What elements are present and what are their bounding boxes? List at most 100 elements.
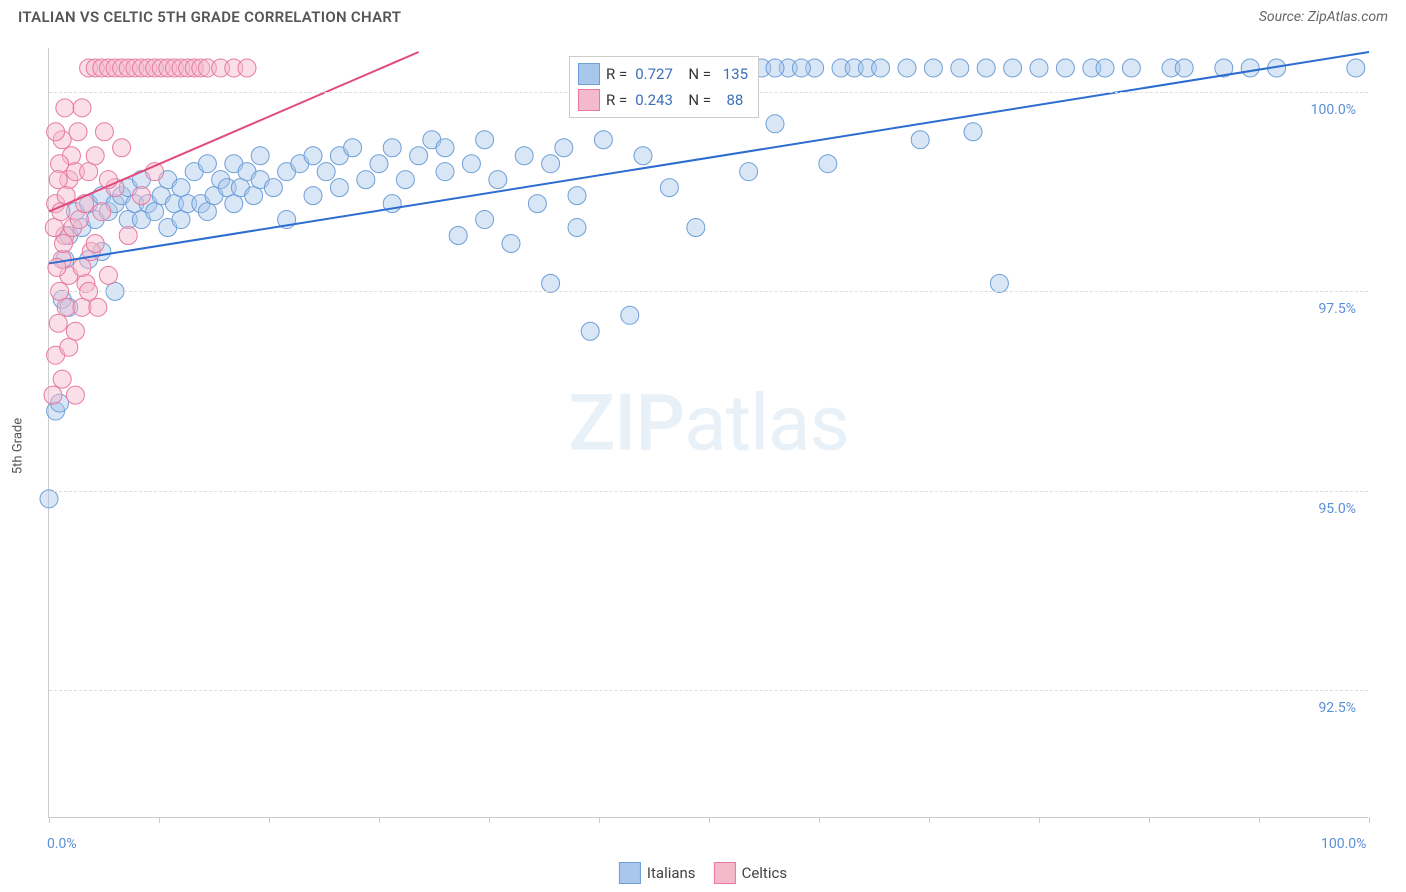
data-point[interactable] — [872, 59, 890, 77]
data-point[interactable] — [198, 155, 216, 173]
data-point[interactable] — [436, 163, 454, 181]
data-point[interactable] — [502, 234, 520, 252]
data-point[interactable] — [581, 322, 599, 340]
data-point[interactable] — [245, 187, 263, 205]
data-point[interactable] — [990, 274, 1008, 292]
data-point[interactable] — [73, 258, 91, 276]
data-point[interactable] — [47, 123, 65, 141]
data-point[interactable] — [515, 147, 533, 165]
data-point[interactable] — [238, 59, 256, 77]
data-point[interactable] — [93, 203, 111, 221]
data-point[interactable] — [304, 147, 322, 165]
data-point[interactable] — [1347, 59, 1365, 77]
data-point[interactable] — [687, 219, 705, 237]
legend-item-italians[interactable]: Italians — [619, 862, 696, 884]
data-point[interactable] — [792, 59, 810, 77]
data-point[interactable] — [73, 298, 91, 316]
x-tick — [379, 817, 380, 823]
data-point[interactable] — [819, 155, 837, 173]
y-axis-label: 5th Grade — [11, 418, 26, 474]
data-point[interactable] — [330, 179, 348, 197]
data-point[interactable] — [911, 131, 929, 149]
data-point[interactable] — [1096, 59, 1114, 77]
data-point[interactable] — [132, 187, 150, 205]
chart-source: Source: ZipAtlas.com — [1259, 9, 1388, 25]
data-point[interactable] — [45, 219, 63, 237]
data-point[interactable] — [113, 139, 131, 157]
data-point[interactable] — [172, 179, 190, 197]
data-point[interactable] — [73, 99, 91, 117]
data-point[interactable] — [410, 147, 428, 165]
data-point[interactable] — [924, 59, 942, 77]
data-point[interactable] — [568, 187, 586, 205]
data-point[interactable] — [146, 203, 164, 221]
data-point[interactable] — [660, 179, 678, 197]
data-point[interactable] — [53, 370, 71, 388]
data-point[interactable] — [44, 386, 62, 404]
data-point[interactable] — [55, 234, 73, 252]
data-point[interactable] — [594, 131, 612, 149]
data-point[interactable] — [304, 187, 322, 205]
data-point[interactable] — [86, 147, 104, 165]
data-point[interactable] — [60, 338, 78, 356]
data-point[interactable] — [1004, 59, 1022, 77]
r-value: 0.727 — [635, 65, 673, 83]
data-point[interactable] — [69, 123, 87, 141]
data-point[interactable] — [964, 123, 982, 141]
data-point[interactable] — [489, 171, 507, 189]
data-point[interactable] — [172, 211, 190, 229]
data-point[interactable] — [357, 171, 375, 189]
data-point[interactable] — [542, 155, 560, 173]
data-point[interactable] — [740, 163, 758, 181]
data-point[interactable] — [977, 59, 995, 77]
data-point[interactable] — [621, 306, 639, 324]
data-point[interactable] — [436, 139, 454, 157]
data-point[interactable] — [66, 322, 84, 340]
data-point[interactable] — [528, 195, 546, 213]
data-point[interactable] — [1241, 59, 1259, 77]
data-point[interactable] — [317, 163, 335, 181]
data-point[interactable] — [476, 211, 494, 229]
data-point[interactable] — [95, 123, 113, 141]
data-point[interactable] — [344, 139, 362, 157]
data-point[interactable] — [1056, 59, 1074, 77]
data-point[interactable] — [80, 163, 98, 181]
data-point[interactable] — [86, 234, 104, 252]
data-point[interactable] — [225, 195, 243, 213]
data-point[interactable] — [555, 139, 573, 157]
data-point[interactable] — [383, 139, 401, 157]
legend-item-celtics[interactable]: Celtics — [714, 862, 788, 884]
data-point[interactable] — [99, 266, 117, 284]
data-point[interactable] — [766, 115, 784, 133]
data-point[interactable] — [251, 147, 269, 165]
data-point[interactable] — [70, 211, 88, 229]
data-point[interactable] — [66, 386, 84, 404]
data-point[interactable] — [49, 314, 67, 332]
data-point[interactable] — [51, 155, 69, 173]
data-point[interactable] — [119, 227, 137, 245]
data-point[interactable] — [634, 147, 652, 165]
data-point[interactable] — [1030, 59, 1048, 77]
data-point[interactable] — [1175, 59, 1193, 77]
data-point[interactable] — [476, 131, 494, 149]
data-point[interactable] — [40, 490, 58, 508]
data-point[interactable] — [57, 298, 75, 316]
data-point[interactable] — [1122, 59, 1140, 77]
data-point[interactable] — [542, 274, 560, 292]
data-point[interactable] — [396, 171, 414, 189]
data-point[interactable] — [89, 298, 107, 316]
data-point[interactable] — [52, 203, 70, 221]
data-point[interactable] — [568, 219, 586, 237]
data-point[interactable] — [951, 59, 969, 77]
data-point[interactable] — [898, 59, 916, 77]
data-point[interactable] — [56, 99, 74, 117]
data-point[interactable] — [49, 171, 67, 189]
data-point[interactable] — [370, 155, 388, 173]
stats-row: R =0.243 N = 88 — [578, 87, 750, 113]
data-point[interactable] — [198, 203, 216, 221]
data-point[interactable] — [766, 59, 784, 77]
data-point[interactable] — [449, 227, 467, 245]
data-point[interactable] — [76, 195, 94, 213]
data-point[interactable] — [264, 179, 282, 197]
data-point[interactable] — [462, 155, 480, 173]
